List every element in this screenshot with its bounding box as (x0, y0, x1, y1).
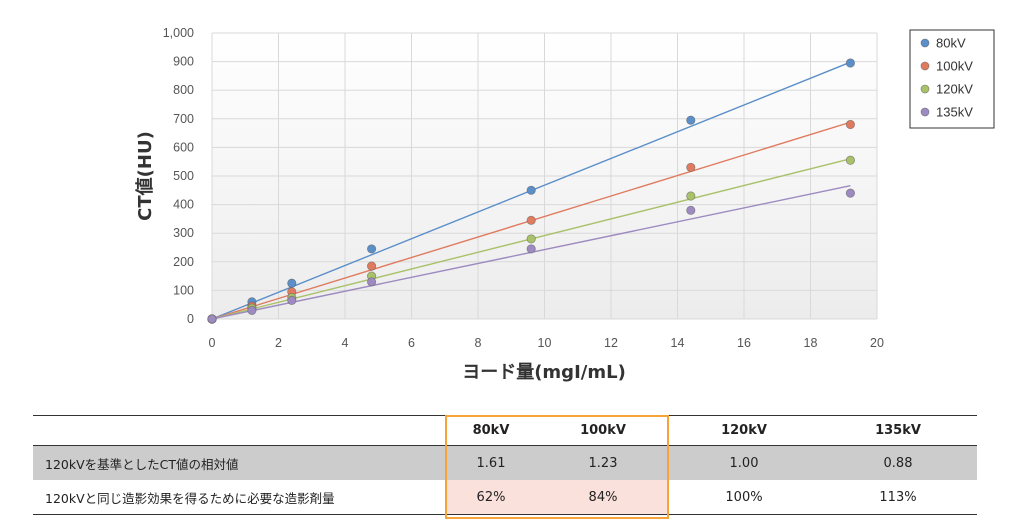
table-cell: 62% (445, 480, 537, 515)
x-tick-label: 6 (408, 336, 415, 350)
x-axis-title: ヨード量(mgI/mL) (462, 361, 626, 383)
row-label: 120kVを基準としたCT値の相対値 (33, 445, 445, 480)
point-135kv (366, 277, 377, 287)
x-tick-label: 20 (870, 336, 884, 350)
point-80kv (526, 185, 536, 195)
point-120kv (526, 234, 536, 244)
legend-label: 135kV (936, 105, 973, 120)
table-cell: 113% (879, 489, 917, 505)
x-tick-label: 12 (604, 336, 618, 350)
point-80kv (686, 115, 696, 125)
ct-value-chart: 0 100 200 300 400 500 600 700 800 900 1,000 0 2 4 6 8 10… (134, 26, 995, 383)
y-tick-label: 800 (173, 83, 194, 97)
y-tick-label: 400 (173, 198, 194, 212)
header-empty (33, 416, 445, 446)
x-tick-label: 18 (804, 336, 818, 350)
point-100kv (845, 119, 856, 130)
table-cell: 0.88 (819, 445, 977, 480)
y-tick-label: 1,000 (163, 26, 194, 40)
data-points (207, 58, 856, 324)
x-tick-label: 16 (737, 336, 751, 350)
legend-label: 80kV (936, 36, 966, 51)
header-135kv: 135kV (875, 423, 921, 438)
point-120kv (686, 191, 696, 201)
point-135kv (207, 314, 217, 324)
point-100kv (366, 261, 377, 271)
point-80kv (845, 58, 856, 68)
y-tick-label: 100 (173, 283, 194, 297)
table-cell: 84% (537, 480, 669, 515)
table-row: 120kVと同じ造影効果を得るために必要な造影剤量 62% 84% 100% 1… (33, 480, 977, 515)
x-tick-label: 10 (538, 336, 552, 350)
axis-ticks: 0 100 200 300 400 500 600 700 800 900 1,000 0 2 4 6 8 10… (163, 26, 884, 350)
y-tick-label: 0 (187, 312, 194, 326)
y-tick-label: 500 (173, 169, 194, 183)
y-tick-label: 300 (173, 226, 194, 240)
legend-label: 120kV (936, 82, 973, 97)
table-cell: 100% (725, 489, 763, 505)
y-tick-label: 700 (173, 112, 194, 126)
point-135kv (526, 244, 536, 254)
legend: 80kV 100kV 120kV 135kV (909, 29, 995, 129)
legend-marker (920, 61, 930, 71)
point-100kv (686, 162, 696, 173)
x-tick-label: 8 (475, 336, 482, 350)
y-tick-label: 900 (173, 55, 194, 69)
table-row: 120kVを基準としたCT値の相対値 1.61 1.23 1.00 0.88 (33, 445, 977, 480)
point-135kv (247, 305, 257, 316)
y-axis-title: CT値(HU) (134, 131, 156, 221)
header-100kv: 100kV (580, 423, 626, 438)
table-cell: 1.00 (669, 445, 819, 480)
header-80kv: 80kV (472, 423, 510, 438)
x-tick-label: 2 (275, 336, 282, 350)
legend-label: 100kV (936, 59, 973, 74)
point-135kv (686, 205, 696, 215)
point-135kv (845, 188, 856, 198)
x-tick-label: 14 (671, 336, 685, 350)
point-120kv (845, 155, 856, 165)
table-cell: 1.61 (445, 445, 537, 480)
point-100kv (526, 215, 536, 225)
table-cell: 1.23 (537, 445, 669, 480)
row-label: 120kVと同じ造影効果を得るために必要な造影剤量 (45, 490, 335, 506)
gridlines (211, 32, 878, 320)
legend-marker (920, 38, 930, 48)
y-tick-label: 200 (173, 255, 194, 269)
relative-value-table: 80kV 100kV 120kV 135kV 120kVを基準としたCT値の相対… (33, 415, 977, 515)
legend-marker (920, 107, 930, 117)
y-tick-label: 600 (173, 140, 194, 154)
point-80kv (287, 278, 297, 288)
table-header-row: 80kV 100kV 120kV 135kV (33, 415, 977, 446)
point-80kv (366, 244, 377, 254)
legend-marker (920, 84, 930, 94)
header-120kv: 120kV (721, 423, 767, 438)
point-135kv (287, 295, 297, 306)
x-tick-label: 0 (209, 336, 216, 350)
x-tick-label: 4 (342, 336, 349, 350)
